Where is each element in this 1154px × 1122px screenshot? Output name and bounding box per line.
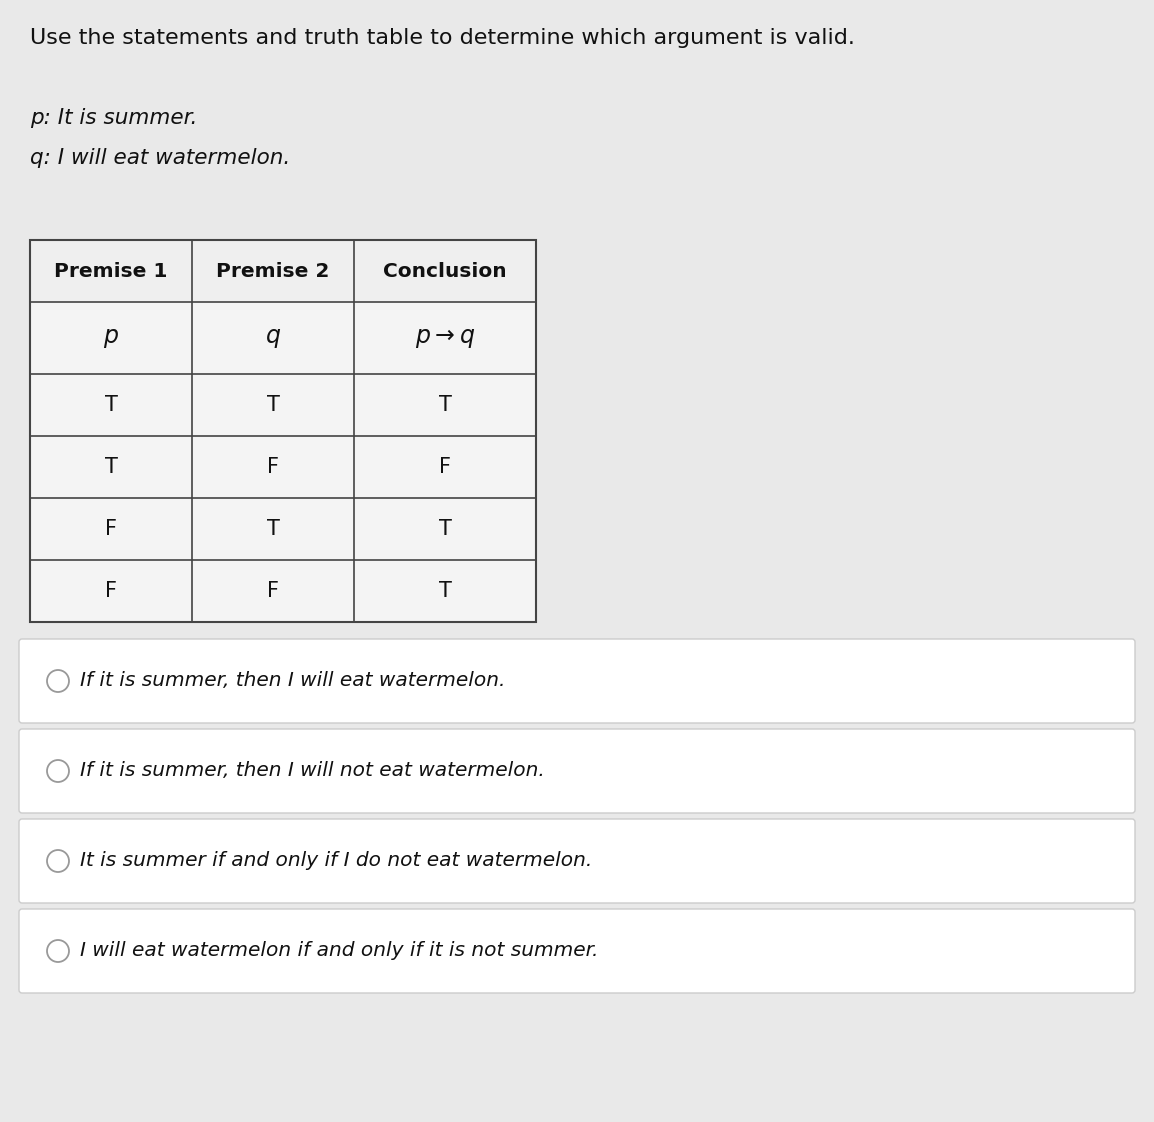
- Bar: [30, 374, 192, 436]
- Bar: [30, 560, 192, 622]
- Bar: [30, 302, 192, 374]
- Text: F: F: [267, 457, 279, 477]
- Bar: [192, 498, 354, 560]
- Text: T: T: [267, 519, 279, 539]
- Circle shape: [47, 670, 69, 692]
- Bar: [30, 240, 535, 622]
- Bar: [192, 374, 354, 436]
- Text: Premise 2: Premise 2: [216, 261, 330, 280]
- Text: If it is summer, then I will eat watermelon.: If it is summer, then I will eat waterme…: [80, 671, 505, 690]
- Text: F: F: [105, 581, 117, 601]
- Bar: [30, 240, 192, 302]
- Bar: [354, 374, 535, 436]
- Text: T: T: [439, 395, 451, 415]
- Bar: [354, 240, 535, 302]
- Bar: [354, 302, 535, 374]
- Text: T: T: [439, 519, 451, 539]
- Text: T: T: [267, 395, 279, 415]
- Text: p: It is summer.: p: It is summer.: [30, 108, 197, 128]
- Text: F: F: [439, 457, 451, 477]
- Bar: [354, 498, 535, 560]
- Bar: [30, 498, 192, 560]
- Text: T: T: [105, 395, 118, 415]
- FancyBboxPatch shape: [18, 729, 1136, 813]
- Text: T: T: [105, 457, 118, 477]
- Bar: [354, 436, 535, 498]
- Text: Conclusion: Conclusion: [383, 261, 507, 280]
- Bar: [192, 302, 354, 374]
- Text: T: T: [439, 581, 451, 601]
- Bar: [192, 560, 354, 622]
- Circle shape: [47, 850, 69, 872]
- FancyBboxPatch shape: [18, 640, 1136, 723]
- Bar: [354, 560, 535, 622]
- Text: q: I will eat watermelon.: q: I will eat watermelon.: [30, 148, 291, 168]
- Text: $p$: $p$: [103, 327, 119, 350]
- Text: F: F: [105, 519, 117, 539]
- Bar: [30, 436, 192, 498]
- Circle shape: [47, 940, 69, 962]
- Text: If it is summer, then I will not eat watermelon.: If it is summer, then I will not eat wat…: [80, 762, 545, 781]
- Text: Premise 1: Premise 1: [54, 261, 167, 280]
- Text: F: F: [267, 581, 279, 601]
- Text: $p \rightarrow q$: $p \rightarrow q$: [415, 327, 475, 350]
- Bar: [192, 436, 354, 498]
- Circle shape: [47, 760, 69, 782]
- Text: $q$: $q$: [265, 327, 282, 350]
- Text: Use the statements and truth table to determine which argument is valid.: Use the statements and truth table to de…: [30, 28, 855, 48]
- Text: I will eat watermelon if and only if it is not summer.: I will eat watermelon if and only if it …: [80, 941, 599, 960]
- FancyBboxPatch shape: [18, 819, 1136, 903]
- Bar: [192, 240, 354, 302]
- FancyBboxPatch shape: [18, 909, 1136, 993]
- Text: It is summer if and only if I do not eat watermelon.: It is summer if and only if I do not eat…: [80, 852, 592, 871]
